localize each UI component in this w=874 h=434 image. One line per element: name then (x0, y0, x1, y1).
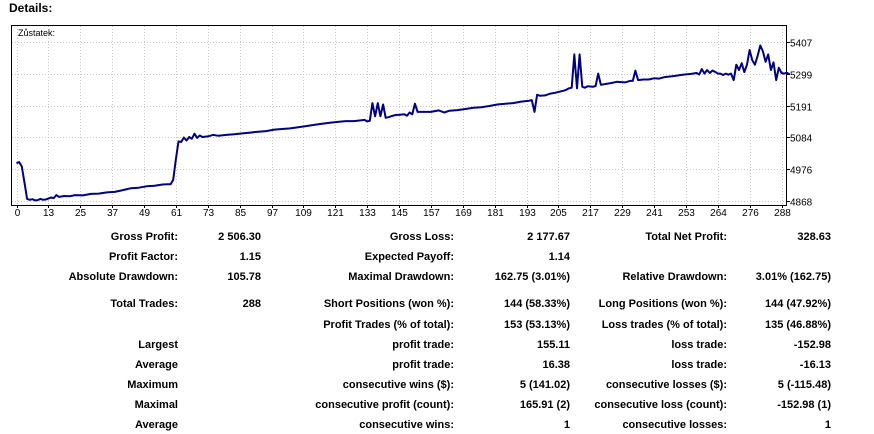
average-loss-value: -16.13 (799, 359, 831, 371)
x-tick-label: 121 (327, 208, 344, 219)
x-tick-label: 13 (43, 208, 55, 219)
loss-trades-value: 135 (46.88%) (764, 319, 831, 331)
y-tick-label: 5299 (790, 71, 813, 82)
x-tick-label: 37 (107, 208, 119, 219)
largest-profit-label: profit trade: (392, 339, 454, 351)
x-tick-label: 25 (75, 208, 87, 219)
x-tick-label: 145 (391, 208, 408, 219)
avg-consec-wins-label: consecutive wins: (359, 419, 454, 431)
y-tick-label: 4868 (790, 198, 813, 209)
x-tick-label: 85 (235, 208, 247, 219)
max-consec-wins-value: 5 (141.02) (519, 379, 570, 391)
largest-label: Largest (138, 339, 178, 351)
chart-inner-label: Zůstatek: (18, 28, 55, 38)
average-loss-label: loss trade: (671, 359, 727, 371)
x-tick-label: 193 (519, 208, 536, 219)
avg-consec-losses-label: consecutive losses: (622, 419, 727, 431)
absolute-drawdown-label: Absolute Drawdown: (68, 271, 178, 283)
average-label: Average (134, 359, 178, 371)
max-consec-wins-label: consecutive wins ($): (342, 379, 454, 391)
gross-profit-label: Gross Profit: (110, 231, 178, 243)
y-tick-label: 5191 (790, 103, 813, 114)
y-tick-label: 4976 (790, 166, 813, 177)
average2-label: Average (134, 419, 178, 431)
x-tick-label: 241 (646, 208, 663, 219)
total-trades-value: 288 (242, 298, 261, 310)
avg-consec-losses-value: 1 (824, 419, 831, 431)
short-positions-label: Short Positions (won %): (323, 298, 454, 310)
profit-trades-value: 153 (53.13%) (503, 319, 570, 331)
x-tick-label: 61 (171, 208, 183, 219)
gross-loss-value: 2 177.67 (527, 231, 570, 243)
y-tick-label: 5407 (790, 39, 813, 50)
maximal-consec-loss-value: -152.98 (1) (777, 399, 831, 411)
long-positions-value: 144 (47.92%) (764, 298, 831, 310)
avg-consec-wins-value: 1 (563, 419, 570, 431)
balance-chart: 4868 4976 5084 5191 5299 5407 0 13 25 37 49 61 73 85 9… (11, 25, 813, 219)
maximal-drawdown-value: 162.75 (3.01%) (494, 271, 570, 283)
x-tick-label: 217 (582, 208, 599, 219)
x-tick-label: 181 (487, 208, 504, 219)
x-tick-label: 229 (614, 208, 631, 219)
profit-factor-label: Profit Factor: (108, 251, 178, 263)
maximal-consec-profit-value: 165.91 (2) (519, 399, 570, 411)
x-tick-label: 133 (359, 208, 376, 219)
x-tick-label: 169 (455, 208, 472, 219)
expected-payoff-value: 1.14 (548, 251, 570, 263)
gross-loss-label: Gross Loss: (389, 231, 454, 243)
gross-profit-value: 2 506.30 (218, 231, 261, 243)
total-net-profit-label: Total Net Profit: (645, 231, 727, 243)
total-net-profit-value: 328.63 (797, 231, 831, 243)
largest-loss-value: -152.98 (793, 339, 831, 351)
x-tick-label: 205 (550, 208, 567, 219)
profit-trades-label: Profit Trades (% of total): (323, 319, 454, 331)
largest-loss-label: loss trade: (671, 339, 727, 351)
max-consec-losses-value: 5 (-115.48) (777, 379, 831, 391)
maximal-consec-loss-label: consecutive loss (count): (594, 399, 727, 411)
total-trades-label: Total Trades: (110, 298, 178, 310)
y-tick-label: 5084 (790, 134, 813, 145)
relative-drawdown-label: Relative Drawdown: (622, 271, 727, 283)
maximal-consec-profit-label: consecutive profit (count): (315, 399, 454, 411)
x-tick-label: 109 (295, 208, 312, 219)
balance-line (16, 44, 790, 202)
largest-profit-value: 155.11 (536, 339, 570, 351)
details-title: Details: (9, 1, 53, 15)
long-positions-label: Long Positions (won %): (598, 298, 727, 310)
x-tick-label: 288 (774, 208, 791, 219)
maximal-label: Maximal (134, 399, 178, 411)
x-tick-label: 276 (742, 208, 759, 219)
profit-factor-value: 1.15 (239, 251, 261, 263)
x-tick-label: 0 (15, 208, 21, 219)
loss-trades-label: Loss trades (% of total): (601, 319, 727, 331)
average-profit-value: 16.38 (542, 359, 570, 371)
average-profit-label: profit trade: (392, 359, 454, 371)
x-tick-label: 73 (203, 208, 215, 219)
relative-drawdown-value: 3.01% (162.75) (755, 271, 831, 283)
maximum-label: Maximum (127, 379, 178, 391)
absolute-drawdown-value: 105.78 (227, 271, 261, 283)
x-tick-label: 253 (678, 208, 695, 219)
expected-payoff-label: Expected Payoff: (364, 251, 454, 263)
maximal-drawdown-label: Maximal Drawdown: (348, 271, 454, 283)
x-tick-label: 264 (710, 208, 727, 219)
x-tick-label: 49 (139, 208, 151, 219)
max-consec-losses-label: consecutive losses ($): (605, 379, 727, 391)
x-tick-label: 97 (267, 208, 279, 219)
short-positions-value: 144 (58.33%) (503, 298, 570, 310)
x-tick-label: 157 (423, 208, 440, 219)
